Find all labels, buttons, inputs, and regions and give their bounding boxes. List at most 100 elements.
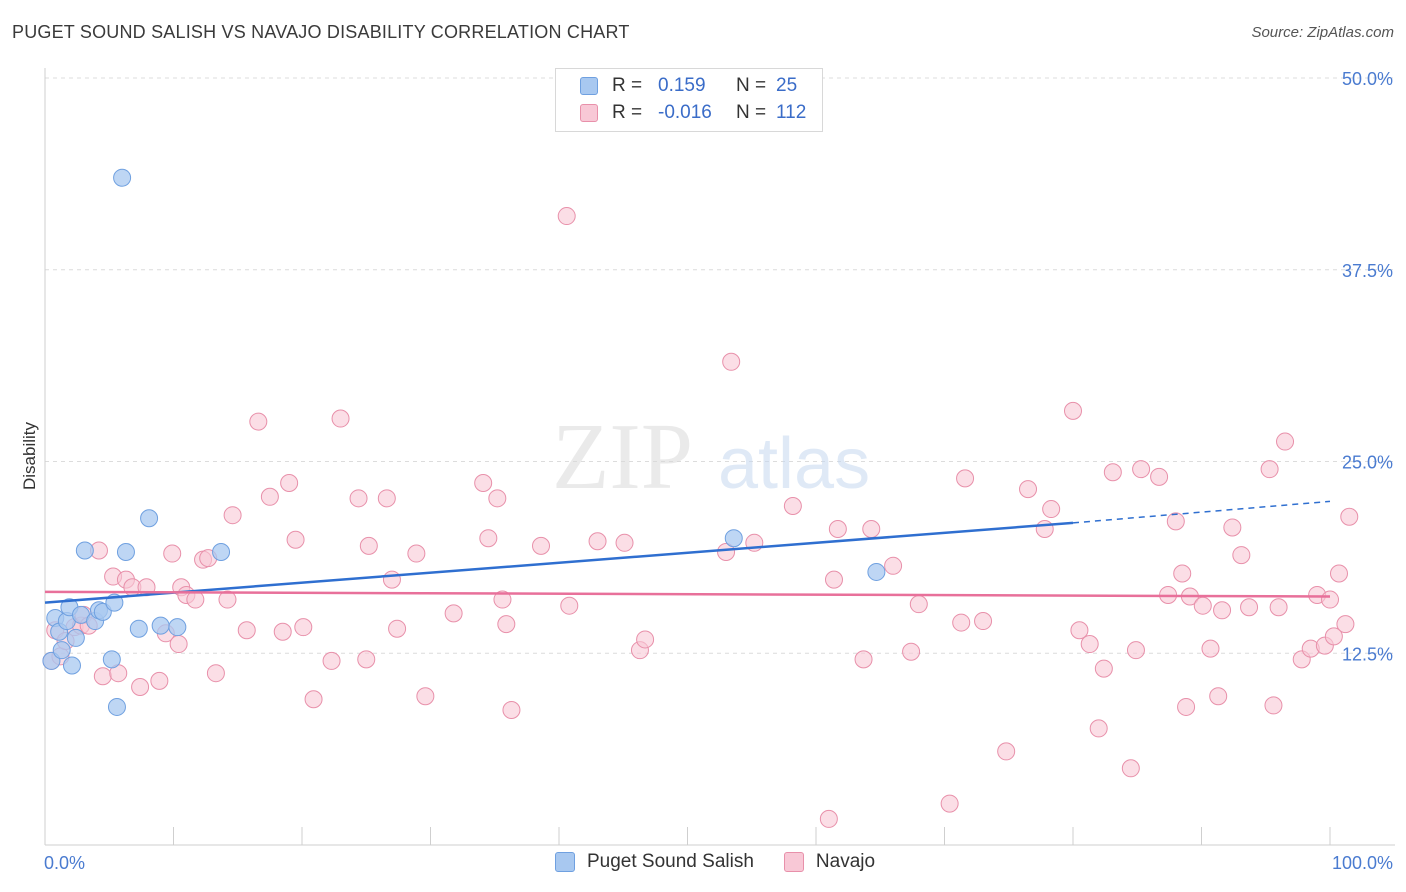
x-tick-label: 100.0% xyxy=(1332,853,1393,873)
navajo-point xyxy=(902,642,921,661)
navajo-point xyxy=(828,519,847,538)
navajo-point xyxy=(1094,659,1113,678)
navajo-point xyxy=(1173,564,1192,583)
navajo-point xyxy=(1336,615,1355,634)
navajo-point xyxy=(1324,627,1343,646)
navajo-point xyxy=(493,590,512,609)
navajo-point xyxy=(280,473,299,492)
navajo-point xyxy=(1213,601,1232,620)
navajo-point xyxy=(206,664,225,683)
bottom-legend-navajo[interactable]: Navajo xyxy=(783,851,876,873)
navajo-point xyxy=(636,630,655,649)
navajo-point xyxy=(1232,546,1251,565)
navajo-point xyxy=(488,489,507,508)
navajo-point xyxy=(557,207,576,226)
salish-trend-extension xyxy=(1072,500,1331,524)
navajo-point xyxy=(956,469,975,488)
navajo-point xyxy=(249,412,268,431)
salish-point xyxy=(212,543,231,562)
salish-point xyxy=(62,656,81,675)
navajo-point xyxy=(560,596,579,615)
salish-points xyxy=(42,168,886,716)
salish-point xyxy=(168,618,187,637)
bottom-legend-swatch-navajo xyxy=(783,852,804,872)
navajo-point xyxy=(150,671,169,690)
navajo-point xyxy=(1150,467,1169,486)
navajo-point xyxy=(359,536,378,555)
navajo-point xyxy=(1089,719,1108,738)
navajo-point xyxy=(1042,500,1061,519)
salish-point xyxy=(113,168,132,187)
navajo-point xyxy=(93,667,112,686)
y-tick-label: 50.0% xyxy=(1342,69,1393,89)
tick-labels: 12.5% 25.0% 37.5% 50.0% 0.0% 100.0% xyxy=(44,69,1393,873)
navajo-point xyxy=(131,677,150,696)
watermark-atlas: atlas xyxy=(718,424,870,504)
navajo-point xyxy=(1080,635,1099,654)
navajo-point xyxy=(1209,687,1228,706)
legend-r-value: 0.159 xyxy=(658,75,706,96)
salish-point xyxy=(129,619,148,638)
navajo-point xyxy=(273,622,292,641)
navajo-point xyxy=(588,532,607,551)
navajo-point xyxy=(416,687,435,706)
legend: R = 0.159 N = 25 R = -0.016 N = 112 xyxy=(555,68,823,132)
salish-point xyxy=(75,541,94,560)
navajo-point xyxy=(382,570,401,589)
salish-trend-line xyxy=(44,521,1074,604)
salish-point xyxy=(52,641,71,660)
legend-r-value: -0.016 xyxy=(658,102,712,123)
bottom-legend-label-salish: Puget Sound Salish xyxy=(587,851,754,872)
axes xyxy=(44,68,1395,846)
navajo-point xyxy=(260,487,279,506)
legend-n-value: 112 xyxy=(776,102,807,123)
salish-point xyxy=(867,562,886,581)
navajo-point xyxy=(952,613,971,632)
navajo-point xyxy=(997,742,1016,761)
watermark: ZIP atlas xyxy=(552,405,870,509)
navajo-point xyxy=(1064,401,1082,420)
navajo-point xyxy=(163,544,182,563)
navajo-point xyxy=(884,556,903,575)
navajo-point xyxy=(322,651,341,670)
navajo-point xyxy=(940,794,959,813)
navajo-point xyxy=(1276,432,1295,451)
navajo-point xyxy=(237,621,256,640)
navajo-point xyxy=(502,701,521,720)
navajo-point xyxy=(331,409,350,428)
navajo-point xyxy=(722,352,741,371)
navajo-point xyxy=(218,590,237,609)
navajo-point xyxy=(388,619,407,638)
legend-n-label: N = xyxy=(736,102,767,123)
trend-lines xyxy=(44,500,1331,604)
legend-row-navajo: R = -0.016 N = 112 xyxy=(580,100,806,126)
navajo-point xyxy=(1321,590,1339,609)
y-tick-label: 25.0% xyxy=(1342,453,1393,473)
navajo-point xyxy=(854,650,873,669)
salish-point xyxy=(116,543,135,562)
navajo-point xyxy=(474,473,493,492)
navajo-point xyxy=(349,489,368,508)
salish-point xyxy=(724,529,743,548)
navajo-point xyxy=(717,543,736,562)
legend-row-salish: R = 0.159 N = 25 xyxy=(580,73,797,99)
navajo-point xyxy=(1070,621,1089,640)
navajo-point xyxy=(497,615,516,634)
navajo-point xyxy=(377,489,396,508)
salish-point xyxy=(107,697,126,716)
x-tick-label: 0.0% xyxy=(44,853,85,873)
navajo-point xyxy=(294,618,313,637)
bottom-legend-label-navajo: Navajo xyxy=(815,851,876,872)
bottom-legend-salish[interactable]: Puget Sound Salish xyxy=(555,851,754,873)
y-tick-label: 12.5% xyxy=(1342,644,1393,664)
navajo-point xyxy=(783,496,802,515)
navajo-point xyxy=(169,635,188,654)
navajo-point xyxy=(1240,598,1259,617)
navajo-point xyxy=(1132,460,1151,479)
navajo-point xyxy=(974,612,993,631)
navajo-point xyxy=(1223,518,1242,537)
legend-swatch-salish xyxy=(580,77,598,95)
navajo-point xyxy=(407,544,426,563)
navajo-point xyxy=(824,570,843,589)
